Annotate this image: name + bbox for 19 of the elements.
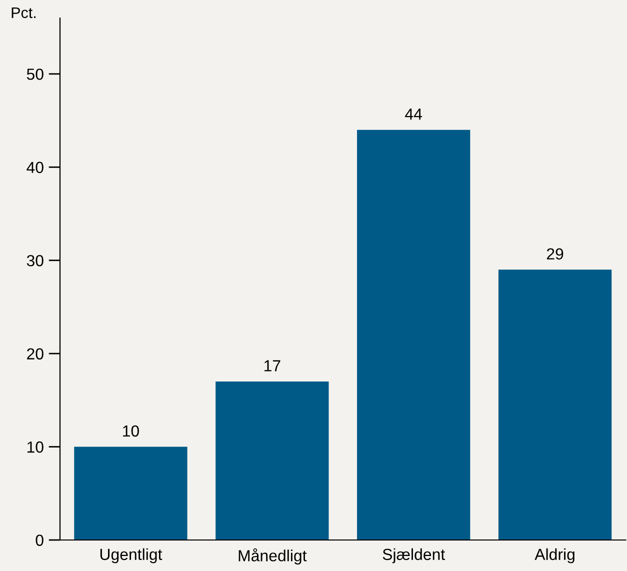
- data-label: 17: [264, 360, 280, 372]
- x-tick-label: Aldrig: [534, 548, 574, 564]
- x-tick-label: Ugentligt: [100, 548, 162, 564]
- y-tick-label: 10: [27, 441, 44, 453]
- x-tick-label: Månedligt: [238, 548, 307, 565]
- data-label: 44: [405, 108, 422, 120]
- bar: [216, 382, 329, 540]
- bar: [74, 446, 188, 540]
- bar: [498, 270, 612, 540]
- bar: [357, 130, 470, 540]
- y-tick-label: 0: [36, 534, 44, 546]
- y-tick-label: 40: [26, 162, 44, 174]
- x-tick-label: Sjældent: [382, 548, 445, 564]
- data-label: 29: [546, 248, 564, 260]
- y-axis-title: Pct.: [12, 7, 36, 18]
- data-label: 10: [123, 425, 139, 437]
- y-tick-label: 30: [26, 254, 44, 266]
- y-tick-label: 20: [27, 348, 44, 360]
- y-tick-label: 50: [26, 68, 44, 80]
